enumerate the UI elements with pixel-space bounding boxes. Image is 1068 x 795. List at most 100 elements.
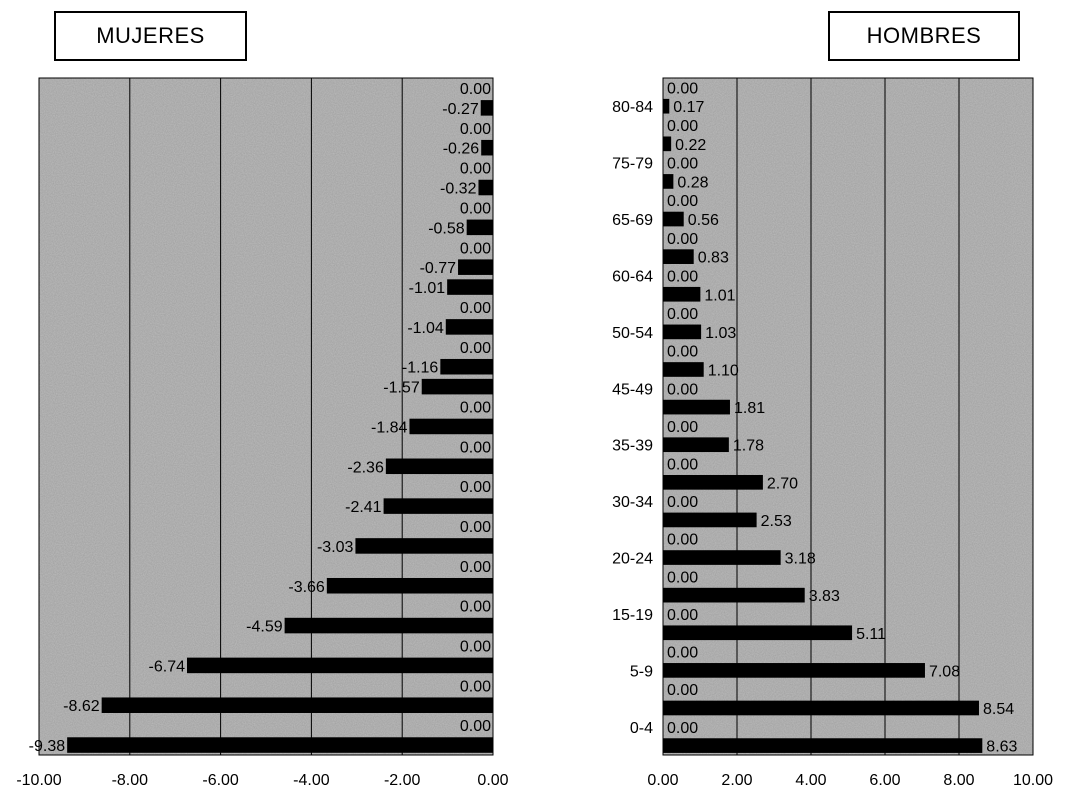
x-tick-label: 10.00 [1013, 772, 1053, 789]
title-hombres: HOMBRES [828, 11, 1020, 61]
hombres-panel: 0.00 2.00 4.00 6.00 8.00 10.000.000.170.000.2… [612, 77, 1053, 789]
data-label: 0.00 [667, 268, 698, 285]
data-label: -2.36 [347, 459, 384, 476]
data-label: 0.00 [667, 231, 698, 248]
data-label: 7.08 [929, 663, 960, 680]
data-label: 0.00 [667, 494, 698, 511]
data-label: 2.70 [767, 475, 798, 492]
data-label: 0.00 [460, 559, 491, 576]
bar [663, 136, 672, 152]
bar [385, 458, 493, 475]
data-label: 2.53 [761, 513, 792, 530]
bar [663, 738, 983, 753]
data-label: 0.00 [460, 121, 491, 138]
category-label: 60-64 [612, 268, 653, 285]
bar [458, 259, 493, 275]
data-label: 3.18 [785, 551, 816, 568]
x-tick-label: -8.00 [112, 772, 149, 789]
data-label: 8.63 [986, 739, 1017, 756]
data-label: -0.58 [428, 220, 465, 237]
bar [663, 249, 694, 264]
x-tick-label: -2.00 [384, 772, 421, 789]
category-label: 30-34 [612, 494, 653, 511]
plot-border [38, 77, 494, 756]
bar [663, 286, 701, 302]
bar [663, 399, 730, 415]
bar [480, 100, 493, 116]
bar [326, 577, 493, 594]
data-label: 8.54 [983, 701, 1014, 718]
data-label: 0.22 [675, 137, 706, 154]
data-label: 0.00 [667, 607, 698, 624]
category-label: 0-4 [630, 720, 653, 737]
x-tick-label: 6.00 [869, 772, 900, 789]
x-tick-label: 0.00 [477, 772, 508, 789]
bar [440, 358, 493, 375]
bar [409, 418, 493, 435]
data-label: -8.62 [63, 698, 100, 715]
data-label: 0.83 [698, 250, 729, 267]
data-label: 0.00 [667, 344, 698, 361]
bar [187, 657, 493, 674]
data-label: -3.66 [288, 579, 325, 596]
category-label: 5-9 [630, 663, 653, 680]
data-label: 0.17 [673, 99, 704, 116]
data-label: 3.83 [809, 588, 840, 605]
data-label: 0.00 [460, 439, 491, 456]
x-tick-label: -10.00 [16, 772, 61, 789]
data-label: -6.74 [149, 658, 186, 675]
data-label: 1.10 [708, 362, 739, 379]
data-label: 1.03 [705, 325, 736, 342]
data-label: 0.00 [460, 718, 491, 735]
data-label: -9.38 [29, 738, 66, 755]
bar [663, 174, 674, 189]
data-label: -2.41 [345, 499, 382, 516]
bar [383, 498, 493, 514]
data-label: 0.00 [460, 81, 491, 98]
bar [447, 279, 493, 295]
data-label: 1.78 [733, 438, 764, 455]
data-label: 0.00 [460, 638, 491, 655]
data-label: -0.26 [443, 141, 480, 158]
bar [663, 550, 781, 565]
data-label: 0.00 [667, 532, 698, 549]
bar [663, 700, 979, 716]
data-label: -3.03 [317, 539, 354, 556]
data-label: 0.00 [460, 161, 491, 178]
bar [663, 98, 670, 114]
data-label: 1.01 [704, 287, 735, 304]
data-label: 0.00 [460, 678, 491, 695]
data-label: -4.59 [246, 619, 283, 636]
x-tick-label: 8.00 [943, 772, 974, 789]
data-label: -0.32 [440, 181, 477, 198]
bar [663, 211, 684, 227]
data-label: -0.27 [442, 101, 479, 118]
data-label: -1.04 [407, 320, 444, 337]
bar [478, 179, 493, 196]
data-label: -0.77 [420, 260, 457, 277]
plot-texture [663, 78, 1033, 755]
category-label: 65-69 [612, 212, 653, 229]
data-label: 0.00 [460, 240, 491, 257]
data-label: 0.00 [460, 479, 491, 496]
category-label: 15-19 [612, 607, 653, 624]
x-tick-label: -4.00 [293, 772, 330, 789]
data-label: 0.00 [460, 340, 491, 357]
category-label: 35-39 [612, 438, 653, 455]
data-label: 0.00 [460, 200, 491, 217]
data-label: 5.11 [856, 626, 886, 643]
title-mujeres: MUJERES [54, 11, 247, 61]
data-label: 0.00 [460, 599, 491, 616]
category-label: 80-84 [612, 99, 653, 116]
bar [663, 625, 853, 641]
x-tick-label: -6.00 [202, 772, 239, 789]
bar [355, 538, 493, 554]
data-label: 0.00 [667, 720, 698, 737]
bar [466, 219, 493, 236]
data-label: 0.00 [667, 381, 698, 398]
data-label: 0.00 [667, 306, 698, 323]
data-label: 1.81 [734, 400, 765, 417]
data-label: -1.84 [371, 419, 408, 436]
data-label: 0.00 [460, 519, 491, 536]
